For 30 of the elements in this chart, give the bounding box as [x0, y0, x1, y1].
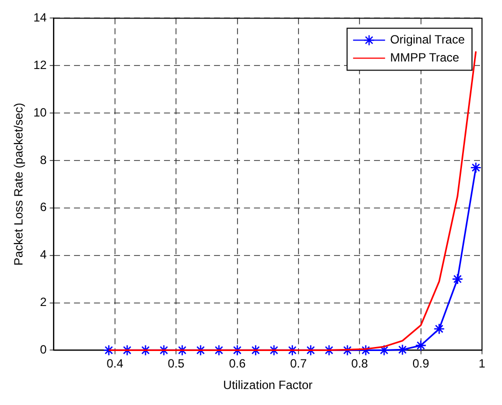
point: [470, 162, 482, 174]
point: [452, 273, 464, 285]
point: [286, 344, 298, 356]
point: [176, 344, 188, 356]
y-tick-label: 8: [40, 152, 48, 167]
x-tick-label: 1: [478, 356, 486, 371]
y-tick-label: 4: [40, 248, 48, 262]
point: [415, 340, 426, 352]
x-tick-label: 0.5: [168, 356, 185, 371]
y-tick-label: 6: [40, 200, 48, 214]
point: [434, 323, 445, 335]
y-tick-label: 12: [33, 58, 48, 72]
point: [122, 344, 133, 356]
y-axis-title: Packet Loss Rate (packet/sec): [12, 102, 26, 266]
x-tick-label: 0.4: [106, 356, 124, 371]
y-tick-label: 2: [40, 295, 48, 310]
point: [360, 344, 372, 356]
x-tick-label: 0.9: [412, 356, 430, 371]
x-axis-title: Utilization Factor: [223, 378, 313, 392]
y-tick-label: 0: [40, 342, 48, 357]
legend-label: Original Trace: [390, 32, 466, 47]
x-tick-label: 0.6: [228, 356, 246, 371]
x-tick-label: 0.7: [290, 356, 308, 371]
legend-label: MMPP Trace: [390, 50, 460, 65]
point: [305, 344, 316, 356]
y-tick-label: 14: [33, 10, 48, 25]
point: [232, 344, 243, 356]
x-tick-label: 0.8: [351, 356, 368, 371]
y-tick-label: 10: [33, 105, 48, 120]
point: [103, 344, 114, 356]
